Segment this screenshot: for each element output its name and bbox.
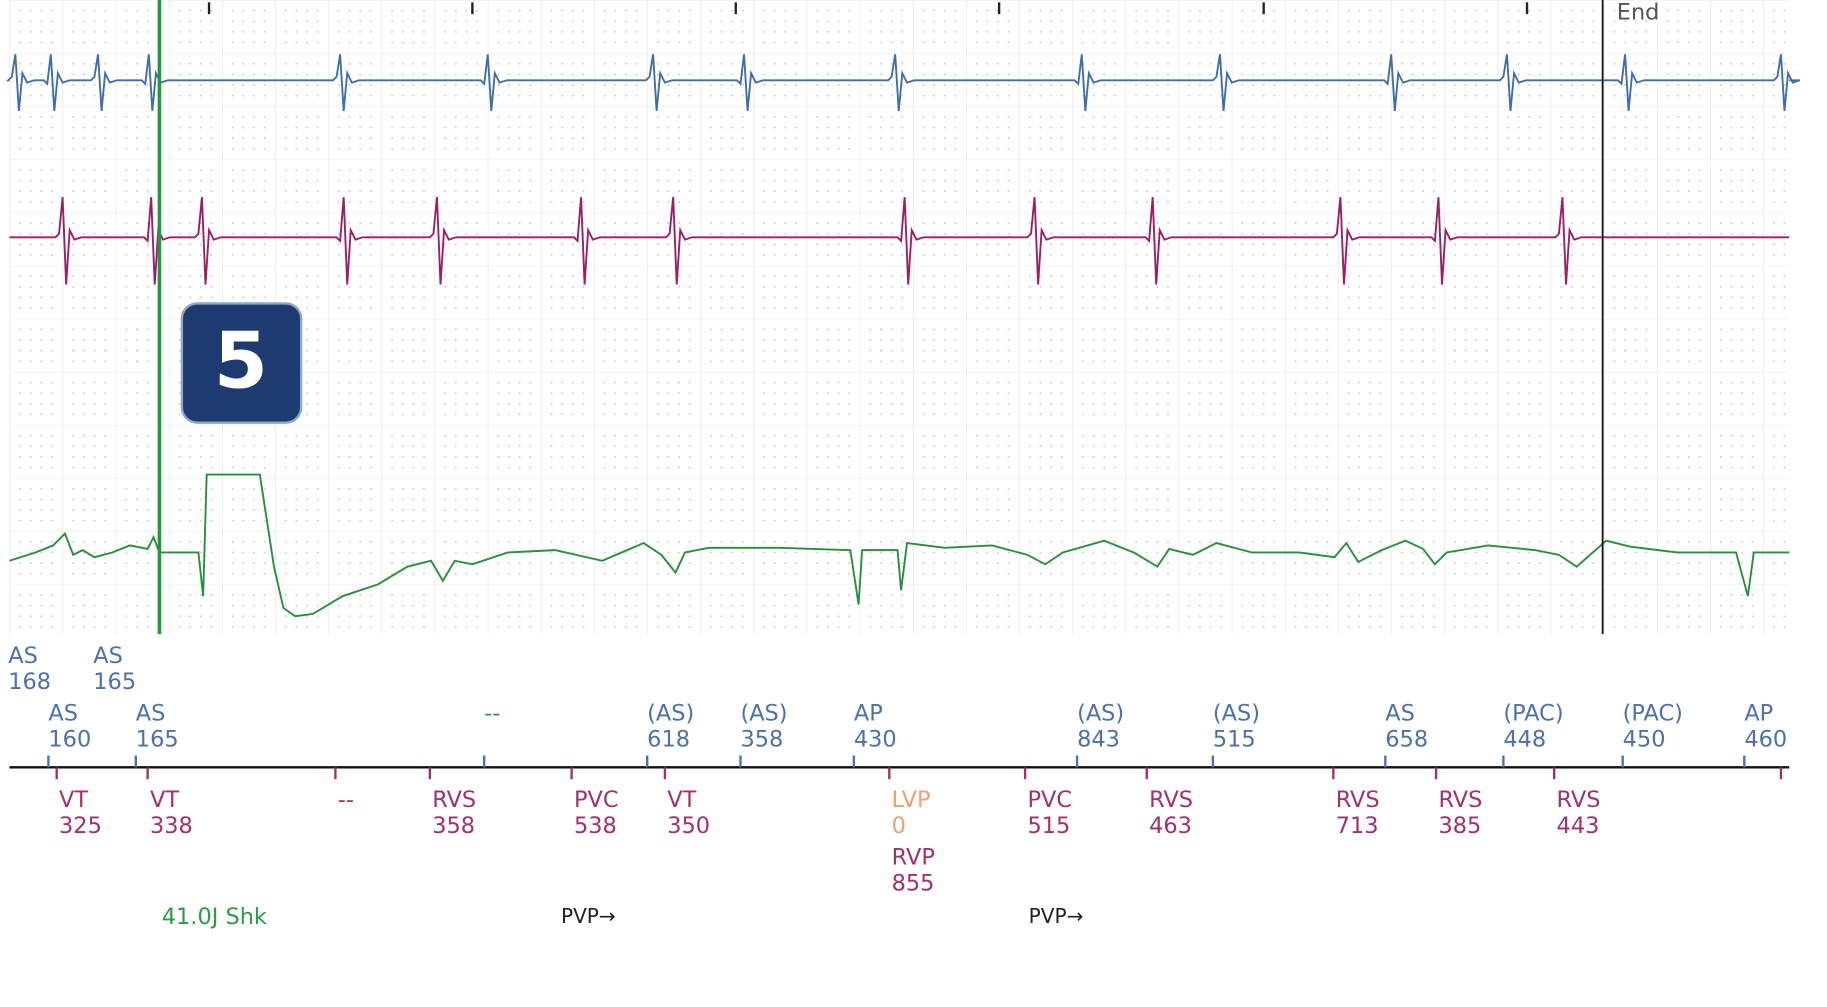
ventricular-label: VT	[59, 787, 88, 813]
atrial-label: --	[484, 701, 500, 727]
ventricular-value: 538	[574, 813, 617, 839]
time-ticks	[207, 2, 1529, 15]
atrial-label: AS	[48, 701, 78, 727]
traces	[5, 54, 1801, 618]
atrial-label: (AS)	[740, 701, 787, 727]
ventricular-value: 385	[1438, 813, 1481, 839]
atrial-value: 658	[1385, 727, 1428, 753]
atrial-label: AS	[136, 701, 166, 727]
ventricular-value: 358	[432, 813, 475, 839]
atrial-value: 450	[1623, 727, 1666, 753]
ventricular-label: RVS	[1557, 787, 1601, 813]
atrial-value: 618	[647, 727, 690, 753]
step-badge	[180, 302, 303, 424]
ventricular-label: RVS	[1149, 787, 1193, 813]
ventricular-value: 515	[1027, 813, 1070, 839]
atrial-label: AS	[1385, 701, 1415, 727]
ventricular-value: 325	[59, 813, 102, 839]
trace-ventricular	[9, 197, 1790, 285]
atrial-value: 448	[1503, 727, 1546, 753]
trace-atrial	[5, 54, 1801, 112]
atrial-value: 515	[1213, 727, 1256, 753]
ventricular-value: 713	[1336, 813, 1379, 839]
atrial-label: (AS)	[1077, 701, 1124, 727]
atrial-label: (AS)	[1213, 701, 1260, 727]
ventricular-label: VT	[150, 787, 179, 813]
ventricular-label: LVP	[892, 787, 931, 813]
ventricular-value: 0	[892, 813, 906, 839]
atrial-value: 358	[740, 727, 783, 753]
atrial-value: 460	[1744, 727, 1787, 753]
ventricular-value: 463	[1149, 813, 1192, 839]
ventricular-label: RVS	[432, 787, 476, 813]
ventricular-label: VT	[667, 787, 696, 813]
atrial-value: 160	[48, 727, 91, 753]
atrial-label: AP	[1744, 701, 1773, 727]
atrial-label: (PAC)	[1623, 701, 1683, 727]
atrial-label: (AS)	[647, 701, 694, 727]
atrial-value: 165	[93, 669, 136, 695]
ventricular-label: PVC	[574, 787, 619, 813]
ventricular-value: 855	[892, 871, 935, 897]
atrial-label: (PAC)	[1503, 701, 1563, 727]
ventricular-label: RVP	[892, 845, 935, 871]
ventricular-value: 443	[1557, 813, 1600, 839]
ventricular-value: 338	[150, 813, 193, 839]
atrial-value: 168	[8, 669, 51, 695]
pvp-label: PVP→	[561, 904, 616, 928]
pvp-label: PVP→	[1029, 904, 1084, 928]
atrial-value: 430	[854, 727, 897, 753]
ventricular-label: PVC	[1027, 787, 1072, 813]
ventricular-label: --	[338, 787, 354, 813]
shock-label: 41.0J Shk	[162, 904, 267, 930]
trace-shock-ecg	[9, 473, 1790, 618]
atrial-label: AP	[854, 701, 883, 727]
ventricular-value: 350	[667, 813, 710, 839]
atrial-label: AS	[93, 643, 123, 669]
atrial-value: 843	[1077, 727, 1120, 753]
end-label: End	[1617, 0, 1660, 25]
atrial-value: 165	[136, 727, 179, 753]
step-badge-number: 5	[214, 316, 268, 406]
atrial-label: AS	[8, 643, 38, 669]
ventricular-label: RVS	[1438, 787, 1482, 813]
ventricular-label: RVS	[1336, 787, 1380, 813]
